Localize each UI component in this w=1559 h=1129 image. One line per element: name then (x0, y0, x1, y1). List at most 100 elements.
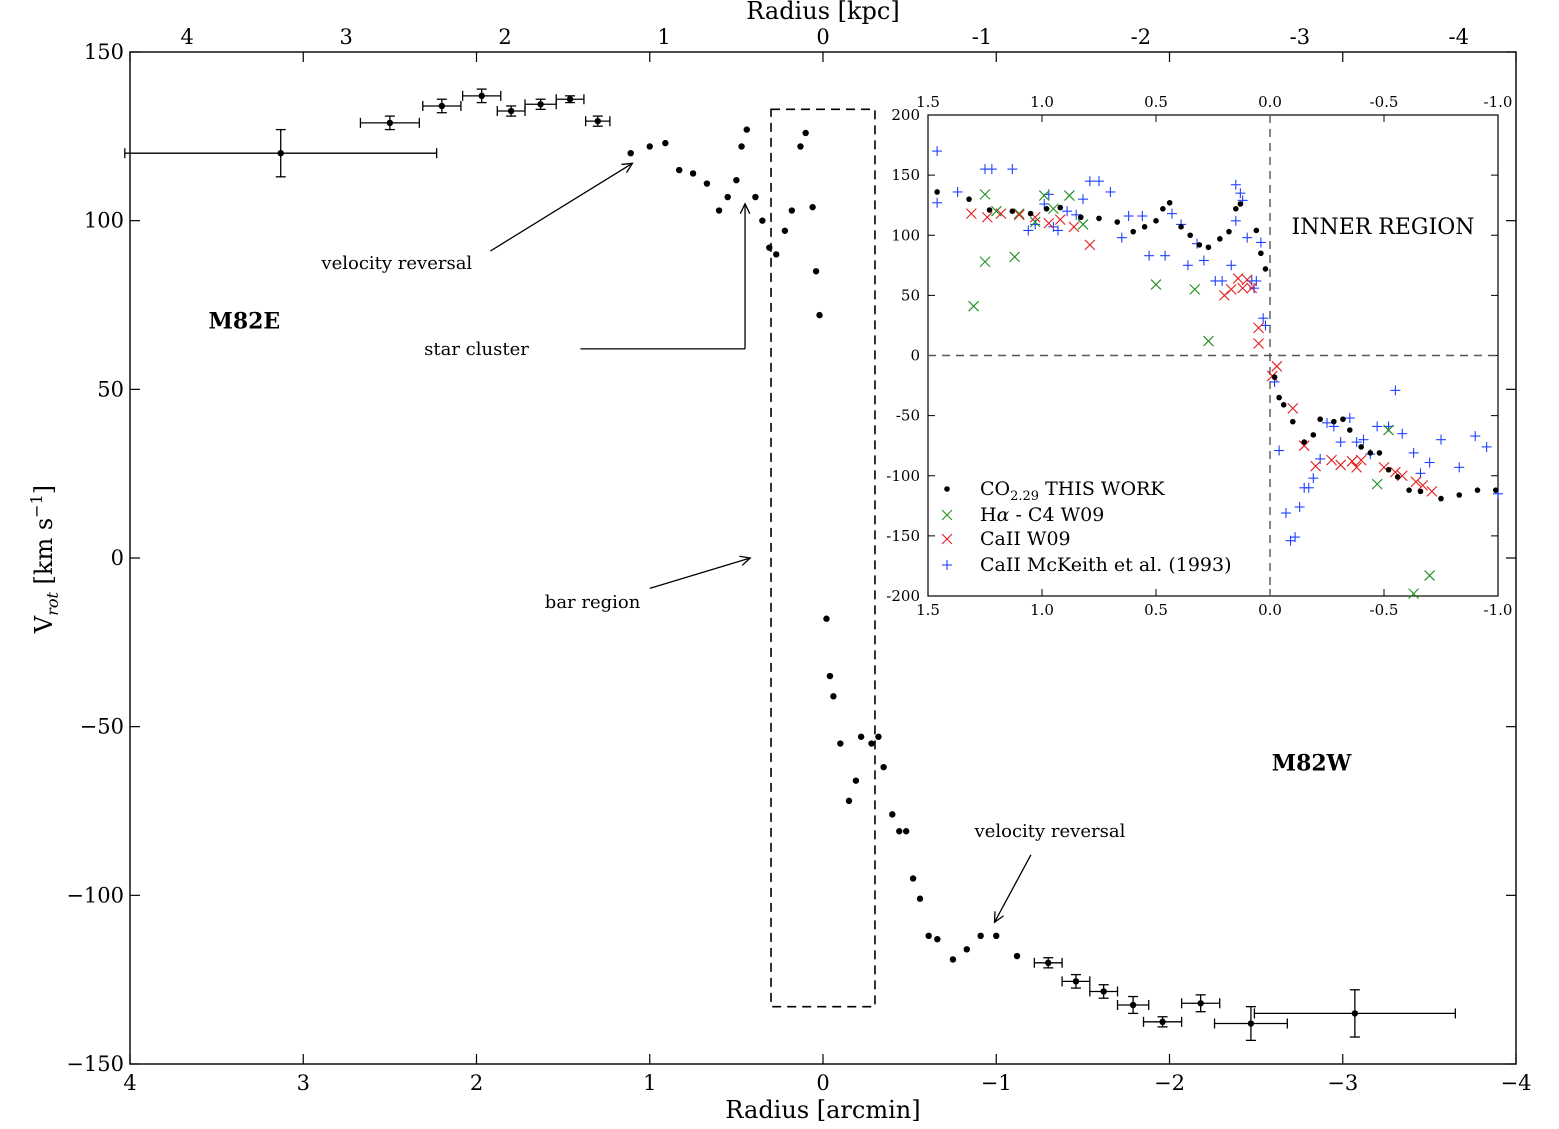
annotation-arrow-head (621, 162, 634, 173)
inset-data-point (1230, 215, 1241, 226)
inset-data-point (1078, 194, 1089, 205)
main-data-point (963, 946, 970, 953)
main-data-point (977, 932, 984, 940)
main-data-point (724, 193, 731, 201)
inset-data-point (1077, 219, 1089, 230)
x-marker-stroke (1383, 424, 1394, 436)
x-marker-stroke (968, 300, 979, 312)
legend-entry: CaII McKeith et al. (1993) (942, 554, 1232, 576)
legend-label: Hα - C4 W09 (980, 504, 1104, 526)
inset-data-point (1029, 216, 1041, 228)
inset-x-tick-label: -1.0 (1484, 601, 1513, 619)
inset-data-point (1189, 283, 1201, 295)
inset-data-point (1217, 275, 1228, 286)
inset-data-point (1023, 225, 1034, 236)
y-axis-title-subscript: rot (43, 592, 62, 616)
main-data-point (925, 932, 932, 940)
x-marker-stroke (1043, 217, 1055, 229)
main-top-x-tick-label: -3 (1290, 25, 1310, 49)
main-errorbar-point (1180, 994, 1221, 1013)
inset-data-point (1383, 424, 1394, 436)
inset-data-point (1436, 434, 1446, 445)
inset-data-point (1235, 188, 1246, 199)
legend-marker (942, 560, 952, 570)
main-data-point (766, 244, 773, 251)
main-data-point (788, 207, 796, 214)
errorbar-center-point (386, 119, 394, 127)
main-x-tick-label: −1 (981, 1071, 1012, 1095)
inset-data-point (1290, 532, 1301, 543)
main-x-tick-label: −4 (1501, 1071, 1532, 1095)
main-data-point (902, 828, 910, 835)
annotation: bar region (545, 555, 752, 613)
inset-data-point (1094, 176, 1104, 187)
main-data-point (773, 251, 780, 258)
inset-title: INNER REGION (1292, 215, 1475, 240)
inset-x-tick-label: 1.5 (916, 601, 940, 619)
inset-top-x-tick-label: 0.0 (1258, 93, 1282, 111)
inset-data-point (1137, 211, 1148, 222)
main-errorbar-point (422, 98, 462, 114)
legend-label-text: THIS WORK (1045, 478, 1165, 500)
inset-x-tick-label: 0.0 (1258, 601, 1282, 619)
legend-label-prefix: H (980, 504, 997, 526)
inset-y-tick-label: -200 (886, 587, 920, 605)
inset-data-point (1178, 224, 1184, 230)
inset-data-point (965, 208, 977, 219)
errorbar-center-point (537, 101, 544, 108)
x-marker-stroke (1225, 283, 1237, 295)
inset-y-tick-label: 0 (910, 347, 920, 365)
x-marker-stroke (1084, 239, 1096, 251)
main-data-point (837, 740, 844, 747)
x-marker-stroke (1013, 209, 1025, 221)
errorbar-center-point (507, 107, 515, 115)
main-plot: 4 3 2 1 0 −1 −2 −3 −4 4 3 2 1 0 -1 -2 -3 -4 150 100 50 0 −50… (27, 0, 1531, 1124)
y-axis-title: Vrot [km s−1] (27, 485, 62, 634)
inset-data-point (1116, 232, 1127, 243)
errorbar-center-point (1045, 959, 1052, 966)
main-y-tick-label: 150 (84, 40, 124, 64)
inset-data-point (1262, 266, 1269, 272)
main-data-point (826, 672, 834, 680)
main-data-point (823, 615, 830, 622)
main-errorbar-point (461, 88, 502, 104)
main-data-point (934, 935, 941, 943)
main-data-point (797, 143, 804, 150)
x-marker-stroke (979, 188, 991, 200)
x-marker-stroke (1013, 208, 1025, 219)
legend-marker (944, 486, 950, 492)
main-y-tick-label: 100 (84, 209, 124, 233)
main-x-tick-label: 4 (123, 1071, 136, 1095)
errorbar-center-point (277, 150, 284, 157)
inset-data-point (1326, 454, 1337, 466)
inset-data-point (1084, 176, 1095, 187)
main-top-x-ticks: 4 3 2 1 0 -1 -2 -3 -4 (181, 25, 1469, 49)
errorbar-center-point (1129, 1001, 1137, 1009)
x-marker-stroke (965, 208, 977, 219)
inset-data-point (966, 196, 972, 202)
y-axis-title-units (30, 584, 58, 592)
x-marker-stroke (1271, 360, 1283, 372)
main-data-point (949, 956, 957, 963)
main-data-point (738, 143, 745, 150)
annotation-arrow-line (993, 854, 1032, 923)
main-data-point (759, 217, 766, 224)
x-marker-stroke (1029, 211, 1041, 223)
main-data-point (1013, 952, 1021, 960)
inset-data-point (1166, 199, 1173, 206)
main-data-point (781, 227, 789, 234)
inset-data-point (1290, 418, 1296, 425)
inset-data-point (1043, 205, 1050, 212)
x-marker-stroke (1378, 461, 1390, 473)
main-top-x-tick-label: 2 (498, 25, 511, 49)
main-errorbar-series (124, 88, 1457, 1042)
inset-y-tick-label: -150 (886, 527, 920, 545)
inset-top-x-tick-label: 1.5 (916, 93, 940, 111)
region-label: M82W (1272, 751, 1352, 777)
main-x-tick-label: −3 (1327, 1071, 1358, 1095)
main-errorbar-point (555, 94, 585, 105)
inset-data-point (968, 300, 979, 312)
main-data-point (852, 777, 860, 784)
x-marker-stroke (1189, 283, 1201, 295)
inset-data-point (1372, 421, 1383, 432)
